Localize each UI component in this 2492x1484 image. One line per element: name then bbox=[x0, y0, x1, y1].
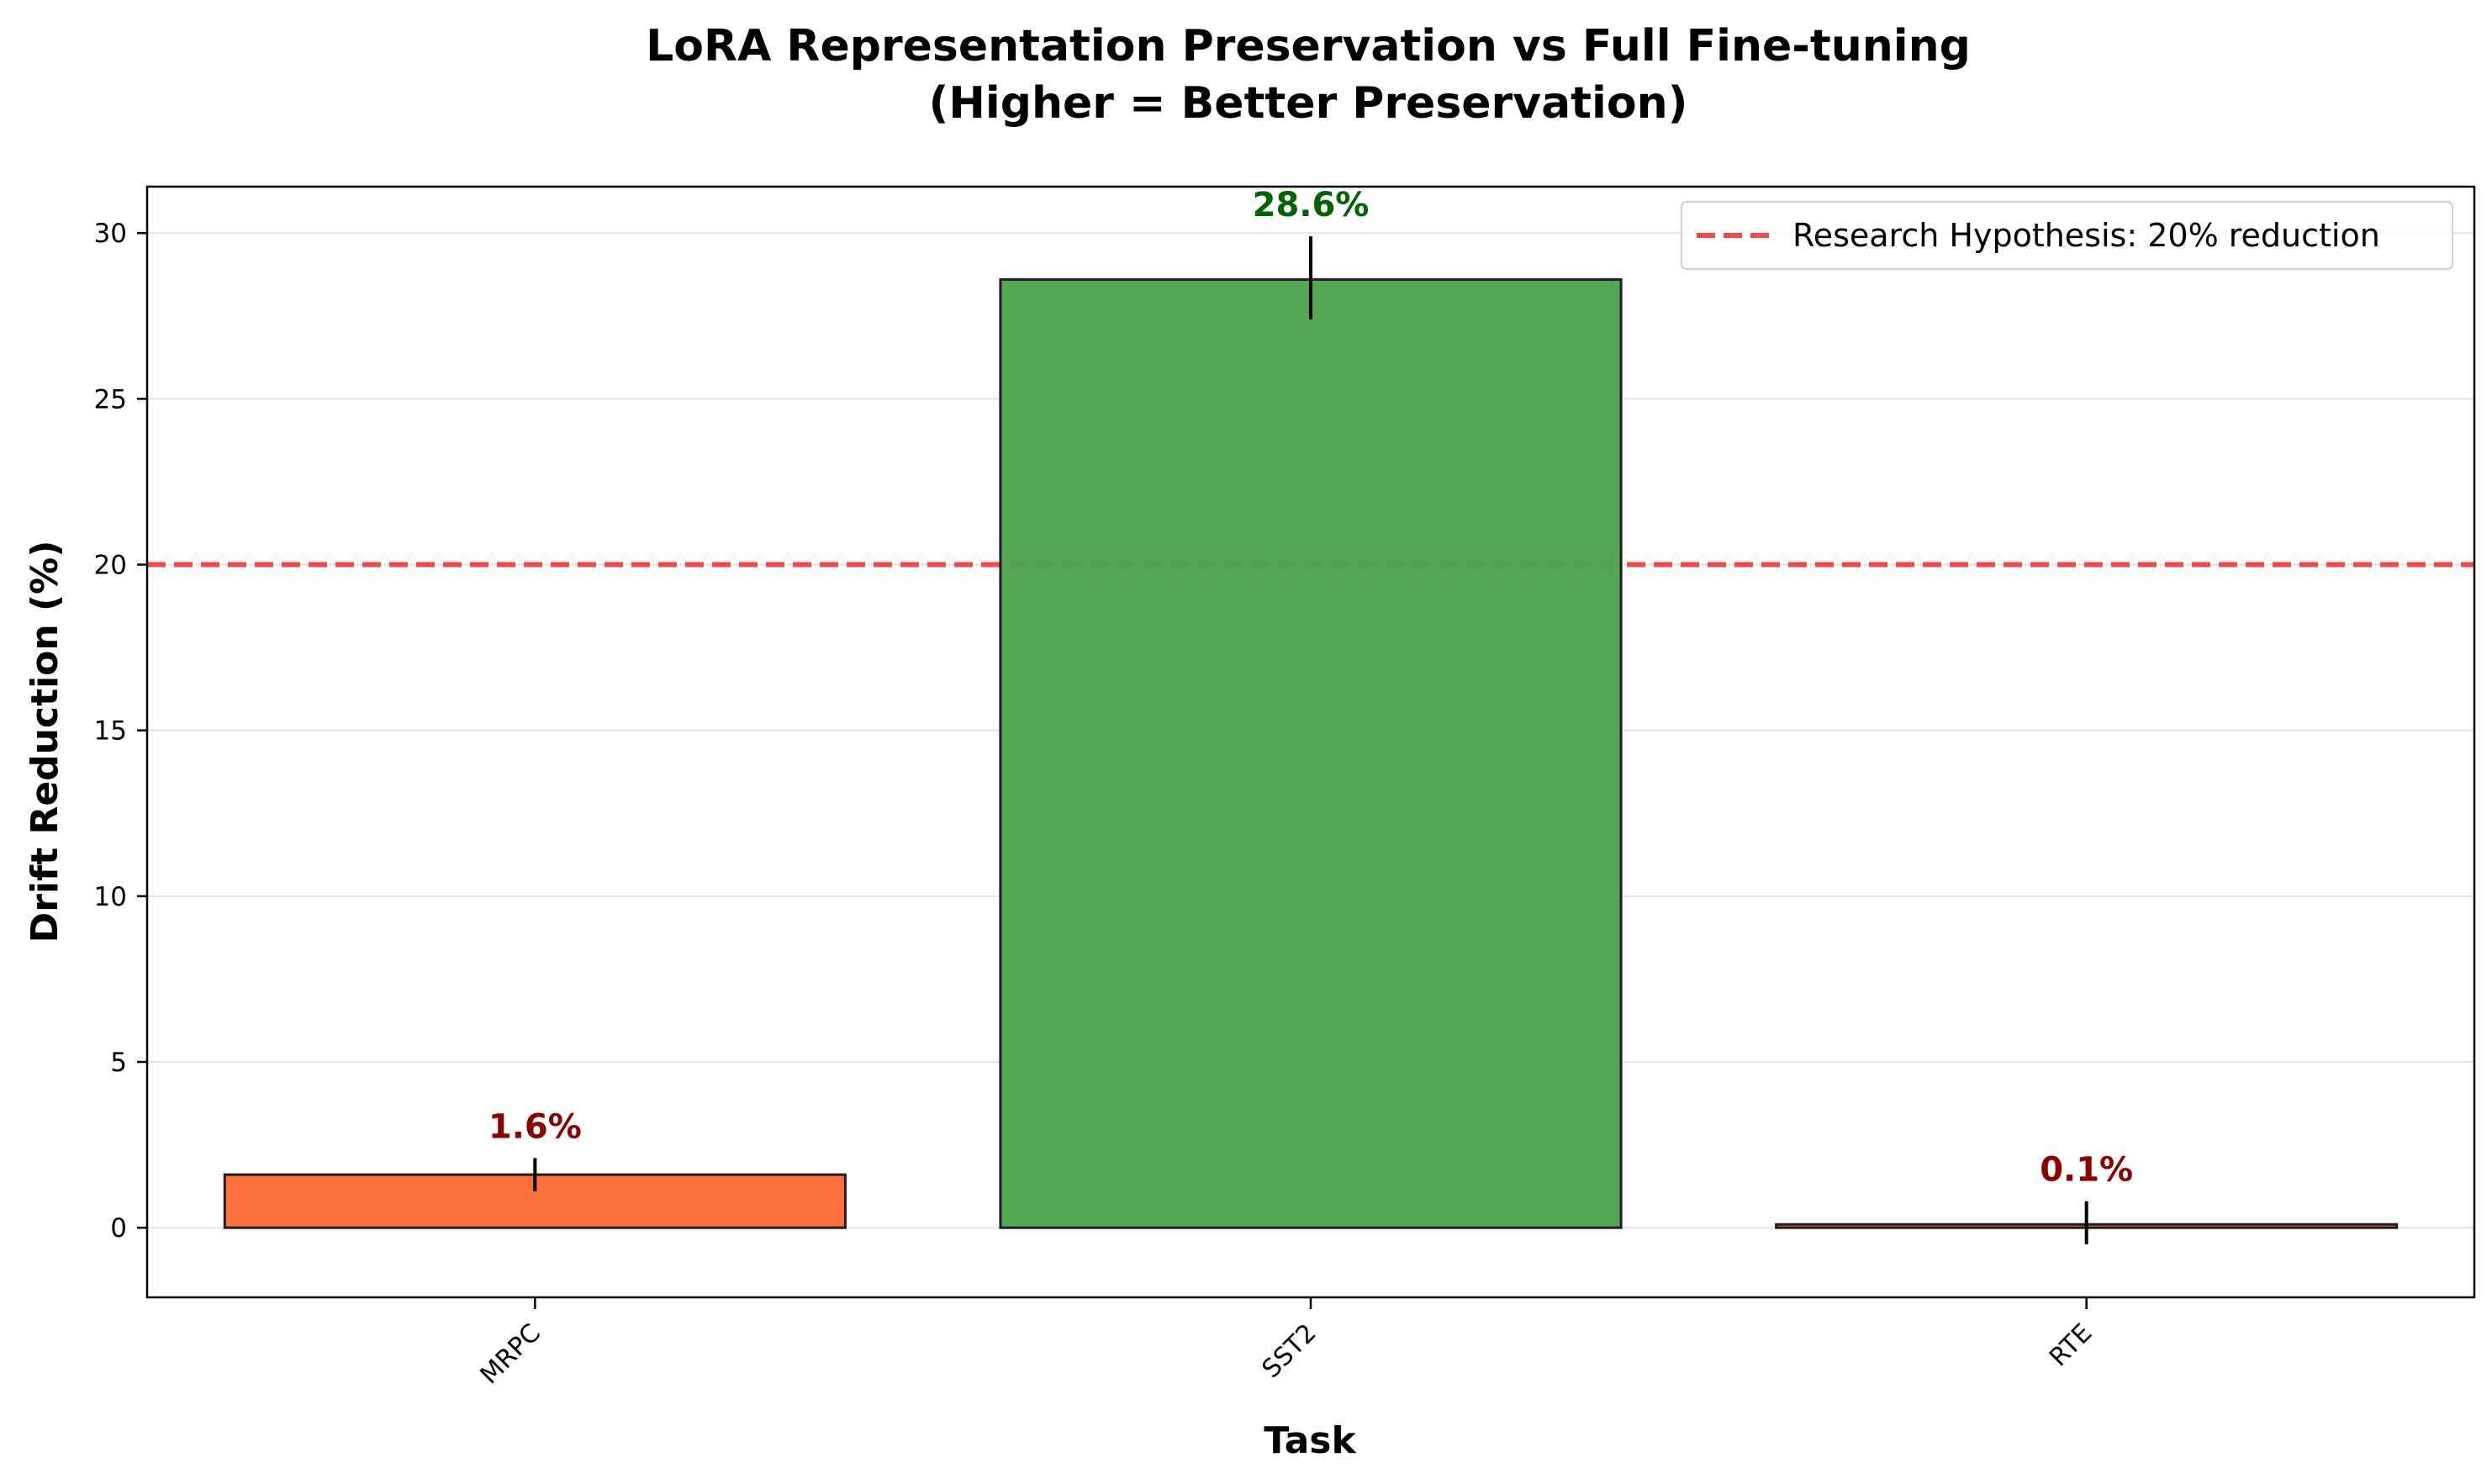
data-label-rte: 0.1% bbox=[2040, 1151, 2133, 1190]
y-tick-label: 5 bbox=[110, 1048, 127, 1078]
y-axis-ticks: 0 5 10 15 20 25 30 bbox=[94, 219, 147, 1244]
legend-box bbox=[1681, 201, 2453, 270]
y-tick-label: 30 bbox=[94, 219, 127, 249]
y-tick-label: 25 bbox=[94, 384, 127, 415]
y-axis-label: Drift Reduction (%) bbox=[24, 541, 66, 943]
data-labels: 1.6% 28.6% 0.1% bbox=[488, 186, 2133, 1189]
y-tick-label: 15 bbox=[94, 716, 127, 747]
legend-label: Research Hypothesis: 20% reduction bbox=[1792, 217, 2380, 254]
data-label-mrpc: 1.6% bbox=[488, 1107, 582, 1146]
y-tick-label: 0 bbox=[110, 1213, 127, 1244]
x-axis-label: Task bbox=[1264, 1419, 1357, 1462]
y-tick-label: 10 bbox=[94, 882, 127, 912]
bars bbox=[223, 277, 2399, 1229]
bar-sst2 bbox=[999, 277, 1623, 1229]
data-label-sst2: 28.6% bbox=[1253, 186, 1370, 224]
chart-title-line2: (Higher = Better Preservation) bbox=[929, 78, 1688, 129]
legend: Research Hypothesis: 20% reduction bbox=[1681, 201, 2453, 270]
chart-title-line1: LoRA Representation Preservation vs Full… bbox=[646, 21, 1971, 71]
y-tick-label: 20 bbox=[94, 551, 127, 581]
error-bars bbox=[533, 236, 2088, 1244]
